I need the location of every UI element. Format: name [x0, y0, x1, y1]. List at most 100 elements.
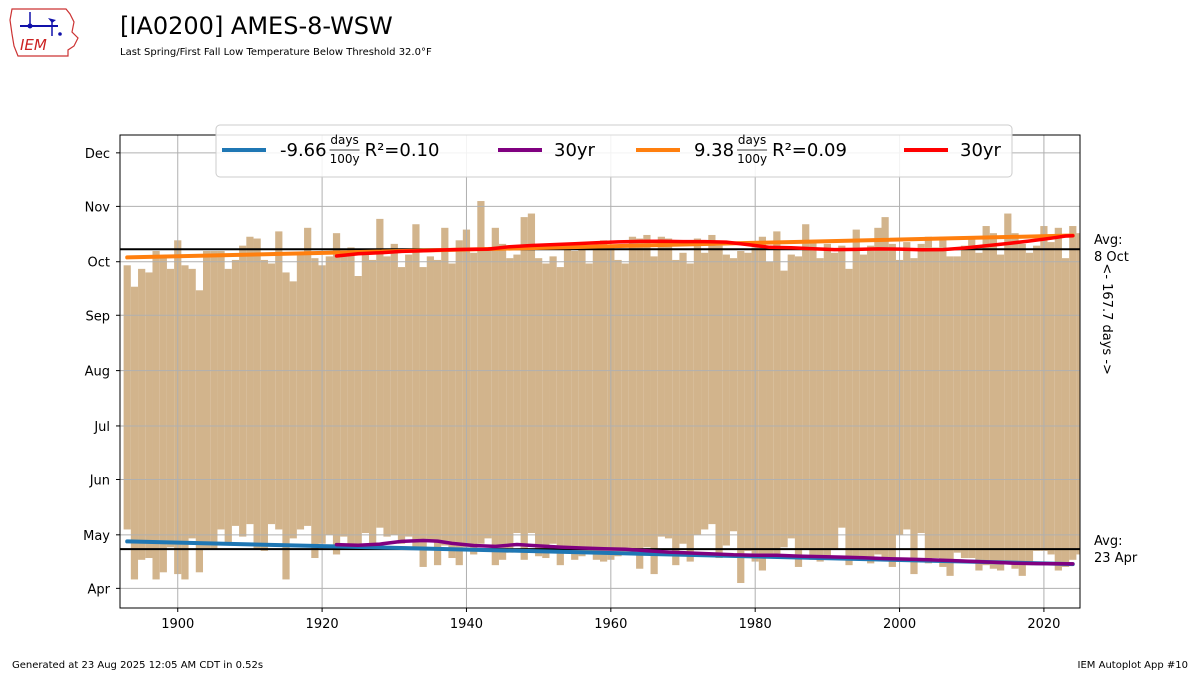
avg-fall-label: Avg:: [1094, 233, 1122, 248]
y-tick-label: Jun: [89, 473, 110, 488]
season-bar: [1061, 258, 1070, 567]
season-bar: [239, 245, 247, 537]
season-bar: [657, 236, 665, 537]
y-tick-label: May: [83, 529, 110, 544]
season-bar: [325, 256, 333, 535]
season-bar: [766, 261, 774, 555]
fall-trend-legend-slope: 9.38: [694, 140, 734, 161]
season-bar: [311, 258, 319, 559]
season-bar: [484, 247, 492, 539]
season-bar: [758, 236, 767, 571]
season-bar: [1047, 242, 1055, 555]
season-bar: [426, 256, 434, 541]
season-bar: [722, 254, 730, 546]
season-bar: [506, 258, 514, 553]
season-bar: [693, 238, 702, 535]
season-bar: [217, 251, 225, 530]
season-bar: [867, 245, 875, 564]
fall-trend-legend-r2: R²=0.09: [772, 140, 847, 161]
season-bar: [376, 218, 384, 528]
y-tick-label: Jul: [93, 420, 110, 435]
season-bar: [874, 227, 882, 555]
season-bar: [701, 252, 709, 530]
chart-subtitle: Last Spring/First Fall Low Temperature B…: [120, 47, 432, 58]
avg-fall-date: 8 Oct: [1094, 250, 1129, 265]
season-bar: [802, 224, 810, 550]
chart-title: [IA0200] AMES-8-WSW: [120, 12, 393, 40]
season-bar: [152, 251, 160, 580]
season-bar: [405, 254, 413, 537]
x-tick-label: 1940: [450, 617, 483, 632]
y-tick-label: Dec: [85, 147, 110, 162]
season-bar: [210, 251, 218, 550]
spring-trend-legend-slope: -9.66: [280, 140, 327, 161]
y-tick-label: Aug: [85, 365, 110, 380]
logo-text: IEM: [20, 36, 47, 54]
y-tick-label: Sep: [85, 309, 110, 324]
x-tick-label: 1900: [161, 617, 194, 632]
season-bar: [744, 252, 752, 551]
legend-box: [215, 124, 1013, 178]
season-bar: [419, 267, 427, 567]
season-bar: [859, 254, 868, 560]
season-bar: [181, 265, 189, 580]
season-bar: [672, 259, 680, 566]
season-bar: [441, 227, 449, 546]
iowa-state-outline-weather-station-icon: IEM: [9, 8, 79, 57]
x-tick-label: 1980: [739, 617, 772, 632]
season-bar: [917, 243, 925, 534]
season-bar: [794, 256, 803, 567]
y-tick-label: Nov: [85, 200, 111, 215]
season-bar: [780, 270, 788, 548]
season-bar: [960, 245, 969, 559]
season-bar: [455, 240, 463, 566]
season-bar: [166, 268, 175, 548]
season-bar: [556, 267, 564, 566]
spring-trend-legend-r2: R²=0.10: [365, 140, 440, 161]
season-bar: [982, 226, 990, 566]
season-bar: [592, 245, 600, 560]
season-bar: [946, 256, 954, 576]
season-bar: [903, 242, 911, 530]
app-label: IEM Autoplot App #10: [1077, 660, 1188, 671]
fall-trend-legend-unit-num: days: [738, 133, 766, 147]
season-bar: [1004, 213, 1012, 562]
spring-30yr-line: [334, 538, 1075, 566]
x-tick-label: 2000: [883, 617, 916, 632]
generated-timestamp: Generated at 23 Aug 2025 12:05 AM CDT in…: [12, 660, 264, 671]
season-bar: [304, 227, 312, 526]
season-bar: [347, 247, 355, 548]
x-tick-label: 2020: [1027, 617, 1060, 632]
season-bar: [145, 272, 153, 559]
season-bar: [715, 245, 723, 559]
y-tick-label: Oct: [88, 256, 110, 271]
season-bar: [369, 259, 377, 544]
season-bar: [996, 254, 1005, 571]
season-bar: [600, 240, 608, 562]
season-bar: [968, 236, 976, 559]
spring-30yr-legend-label: 30yr: [554, 140, 596, 161]
season-bar: [809, 242, 817, 560]
season-bar: [852, 229, 860, 559]
fall-trend-legend-unit-den: 100y: [737, 152, 767, 166]
season-bar: [159, 258, 167, 573]
season-bar: [664, 238, 673, 539]
season-bar: [686, 263, 694, 562]
season-bar: [260, 259, 268, 551]
season-bar: [246, 236, 254, 525]
spring-trend-legend-unit-den: 100y: [330, 152, 360, 166]
x-tick-label: 1960: [594, 617, 627, 632]
season-bar: [939, 236, 947, 567]
season-bar: [614, 259, 622, 557]
season-bar: [253, 238, 261, 550]
season-bar: [628, 236, 637, 553]
season-bar: [1033, 245, 1041, 551]
season-bar: [188, 268, 196, 539]
season-bar: [433, 259, 442, 566]
fall-trend-line: [125, 233, 1075, 260]
season-bar: [932, 247, 940, 559]
season-bar: [845, 268, 853, 566]
season-bar: [340, 256, 348, 537]
avg-spring-label: Avg:: [1094, 534, 1122, 549]
season-bar: [838, 245, 846, 528]
